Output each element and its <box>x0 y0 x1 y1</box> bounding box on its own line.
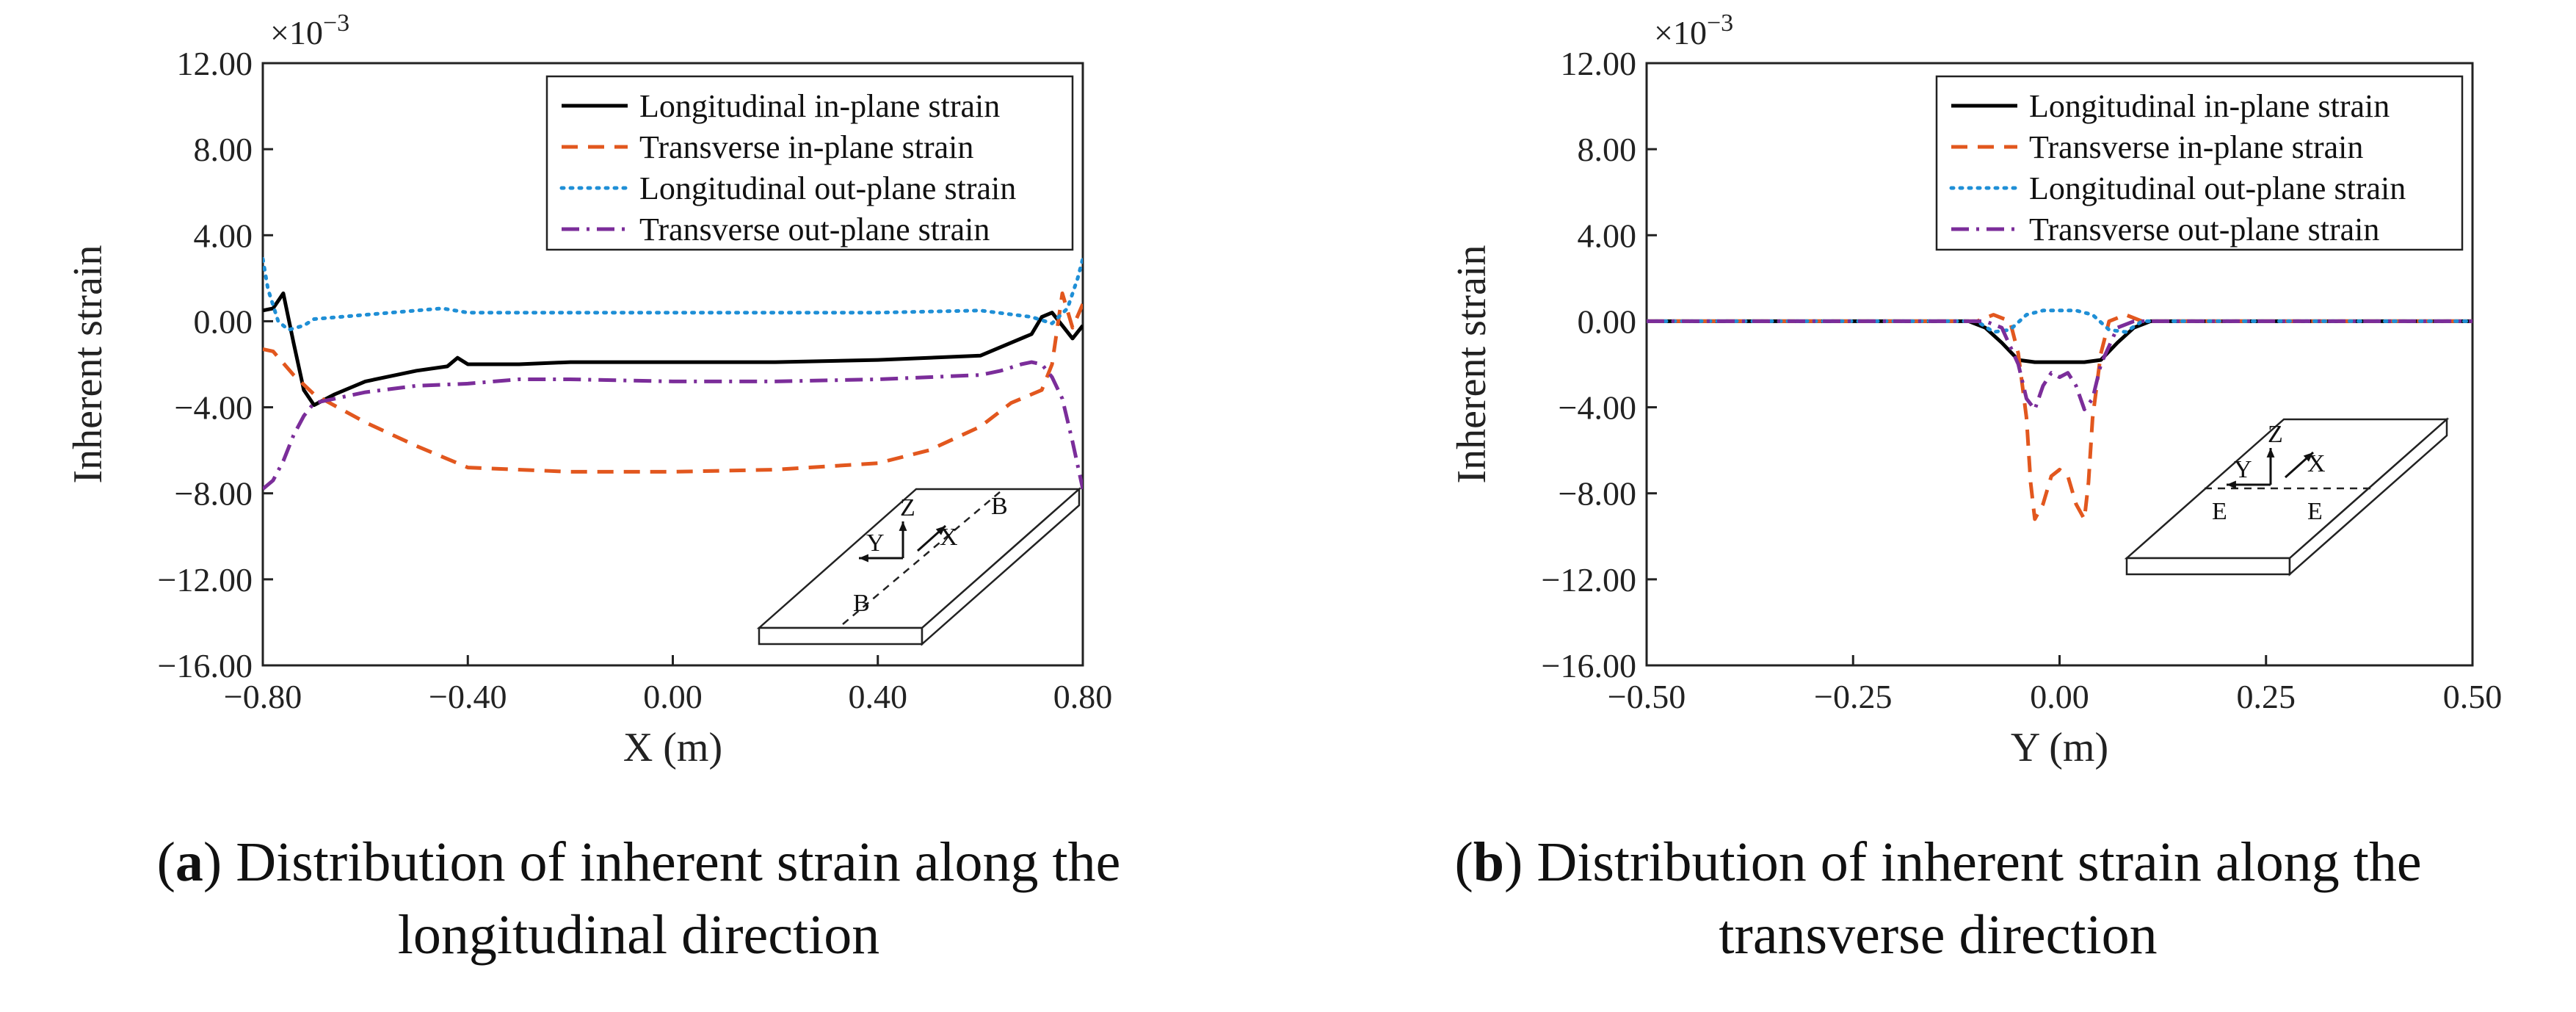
y-tick-label: 12.00 <box>1561 45 1637 82</box>
axis-multiplier-exponent: −3 <box>323 10 349 37</box>
inset-plate-side <box>921 487 1081 646</box>
legend-label: Transverse in-plane strain <box>639 129 973 165</box>
y-tick-label: −16.00 <box>158 647 253 684</box>
series-line-transverse-in <box>263 291 1083 474</box>
inset-z-arrow-head <box>899 521 907 531</box>
series-line-longitudinal-in <box>263 291 1083 408</box>
inset-plate-side <box>2288 417 2448 577</box>
inset-plate-front <box>758 626 924 646</box>
inset-z-arrow-head <box>2266 448 2275 458</box>
x-tick-label: −0.80 <box>224 678 302 715</box>
caption-a-line1: (a) Distribution of inherent strain alon… <box>156 831 1121 893</box>
caption-a-line2: longitudinal direction <box>397 903 880 966</box>
y-axis-label: Inherent strain <box>65 245 111 484</box>
x-tick-label: 0.40 <box>849 678 908 715</box>
caption-b-line2: transverse direction <box>1719 903 2158 966</box>
inset-y-label: Y <box>866 530 885 557</box>
chart-a: 12.008.004.000.00−4.00−8.00−12.00−16.00−… <box>65 10 1112 770</box>
inset-e-label-right: E <box>2307 498 2323 525</box>
y-tick-label: 4.00 <box>1578 217 1637 254</box>
inset-z-label: Z <box>900 494 915 521</box>
y-tick-label: −12.00 <box>1542 561 1636 599</box>
y-tick-label: 8.00 <box>194 131 253 168</box>
x-tick-label: −0.50 <box>1608 678 1686 715</box>
series-line-longitudinal-out <box>1647 308 2472 334</box>
caption-b-line1: (b) Distribution of inherent strain alon… <box>1454 831 2422 893</box>
inset-plate-top <box>756 488 1082 629</box>
y-tick-label: −16.00 <box>1542 647 1636 684</box>
y-tick-label: 0.00 <box>1578 303 1637 340</box>
inset-b-label-bottom: B <box>853 590 870 617</box>
inset-plate-front <box>2125 557 2291 576</box>
y-tick-label: −12.00 <box>158 561 253 599</box>
x-tick-label: 0.25 <box>2237 678 2296 715</box>
y-tick-label: −4.00 <box>1559 389 1636 427</box>
legend-label: Longitudinal in-plane strain <box>639 88 1000 124</box>
series-line-transverse-out <box>1647 319 2472 411</box>
inset-z-label: Z <box>2268 421 2283 448</box>
inset-x-arrow-head <box>2303 452 2313 462</box>
axis-multiplier: ×10−3 <box>270 10 349 51</box>
inset-x-label: X <box>2307 450 2326 477</box>
legend-label: Longitudinal out-plane strain <box>2029 170 2406 206</box>
legend-label: Longitudinal in-plane strain <box>2029 88 2390 124</box>
legend-label: Transverse in-plane strain <box>2029 129 2363 165</box>
inset-diagram: ZY XE E <box>2124 417 2450 577</box>
inset-y-label: Y <box>2234 456 2252 483</box>
y-tick-label: −4.00 <box>175 389 253 427</box>
legend-box <box>545 75 1074 251</box>
x-tick-label: 0.80 <box>1053 678 1113 715</box>
inset-x-label: X <box>940 524 958 551</box>
x-axis-label: Y (m) <box>2011 725 2108 770</box>
caption-a: (a) Distribution of inherent strain alon… <box>15 826 1263 972</box>
x-axis-label: X (m) <box>623 725 722 770</box>
y-tick-label: 8.00 <box>1578 131 1637 168</box>
inset-y-arrow-head <box>859 554 868 563</box>
series-line-transverse-in <box>1647 313 2472 521</box>
inset-diagram: ZY X B B <box>756 487 1082 646</box>
y-tick-label: 4.00 <box>194 217 253 254</box>
inset-y-arrow-head <box>2227 480 2236 489</box>
x-tick-label: 0.00 <box>643 678 703 715</box>
legend-label: Longitudinal out-plane strain <box>639 170 1016 206</box>
y-tick-label: 0.00 <box>194 303 253 340</box>
inset-b-label-top: B <box>991 493 1008 520</box>
axis-multiplier-exponent: −3 <box>1707 10 1733 37</box>
series-line-longitudinal-in <box>1647 319 2472 364</box>
legend-box <box>1935 75 2464 251</box>
x-tick-label: −0.40 <box>429 678 507 715</box>
x-tick-label: 0.50 <box>2443 678 2503 715</box>
y-tick-label: 12.00 <box>177 45 253 82</box>
x-tick-label: −0.25 <box>1814 678 1892 715</box>
chart-b: 12.008.004.000.00−4.00−8.00−12.00−16.00−… <box>1449 10 2502 770</box>
y-tick-label: −8.00 <box>175 475 253 513</box>
inset-e-label-left: E <box>2212 498 2227 525</box>
caption-b: (b) Distribution of inherent strain alon… <box>1307 826 2569 972</box>
legend-label: Transverse out-plane strain <box>639 212 990 247</box>
axis-multiplier: ×10−3 <box>1654 10 1733 51</box>
y-tick-label: −8.00 <box>1559 475 1636 513</box>
legend-label: Transverse out-plane strain <box>2029 212 2379 247</box>
series-line-longitudinal-out <box>263 257 1083 332</box>
x-tick-label: 0.00 <box>2030 678 2089 715</box>
series-line-transverse-out <box>263 360 1083 491</box>
y-axis-label: Inherent strain <box>1449 245 1495 484</box>
inset-x-arrow-head <box>935 526 946 535</box>
